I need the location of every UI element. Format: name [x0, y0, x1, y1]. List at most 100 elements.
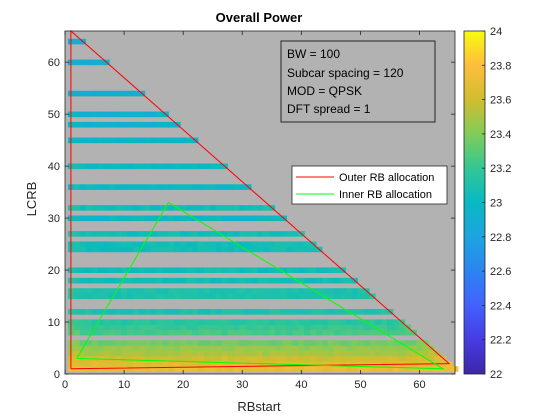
heatmap-cell: [156, 241, 163, 248]
heatmap-cell: [416, 366, 423, 372]
heatmap-cell: [410, 355, 417, 362]
heatmap-cell: [251, 345, 258, 352]
heatmap-cell: [156, 288, 163, 294]
heatmap-cell: [233, 350, 240, 357]
heatmap-cell: [215, 163, 222, 170]
heatmap-cell: [192, 324, 199, 331]
heatmap-cell: [144, 267, 152, 274]
heatmap-cell: [144, 111, 152, 118]
heatmap-cell: [180, 241, 187, 248]
heatmap-cell: [233, 340, 240, 346]
heatmap-cell: [150, 277, 157, 284]
heatmap-cell: [274, 231, 282, 237]
heatmap-cell: [115, 184, 122, 190]
heatmap-cell: [298, 277, 305, 284]
heatmap-cell: [150, 324, 157, 331]
heatmap-cell: [316, 361, 323, 367]
heatmap-cell: [239, 277, 246, 284]
heatmap-cell: [298, 355, 305, 362]
heatmap-cell: [156, 137, 163, 144]
heatmap-cell: [274, 366, 282, 372]
heatmap-cell: [73, 121, 81, 128]
heatmap-cell: [345, 366, 352, 372]
heatmap-cell: [109, 205, 116, 211]
heatmap-cell: [292, 345, 299, 352]
heatmap-cell: [286, 329, 293, 336]
heatmap-cell: [150, 163, 157, 170]
heatmap-cell: [286, 241, 293, 248]
heatmap-cell: [186, 231, 193, 237]
heatmap-cell: [398, 324, 406, 331]
heatmap-cell: [85, 288, 92, 294]
heatmap-cell: [203, 231, 211, 237]
heatmap-cell: [215, 205, 222, 211]
heatmap-cell: [73, 319, 81, 326]
heatmap-cell: [322, 324, 329, 331]
heatmap-cell: [138, 340, 146, 346]
x-tick-label: 40: [295, 379, 307, 391]
heatmap-cell: [197, 340, 205, 346]
heatmap-cell: [286, 366, 293, 372]
heatmap-cell: [357, 319, 364, 326]
heatmap-cell: [310, 324, 317, 331]
heatmap-cell: [375, 309, 382, 315]
heatmap-cell: [150, 319, 157, 326]
heatmap-cell: [156, 205, 163, 211]
heatmap-cell: [286, 231, 293, 237]
heatmap-cell: [209, 163, 217, 170]
heatmap-cell: [132, 345, 140, 352]
heatmap-cell: [387, 345, 394, 352]
colorbar-tick-label: 22.2: [490, 335, 511, 347]
heatmap-cell: [144, 121, 152, 128]
heatmap-cell: [310, 319, 317, 326]
heatmap-cell: [310, 366, 317, 372]
heatmap-cell: [381, 355, 388, 362]
heatmap-cell: [227, 231, 234, 237]
heatmap-cell: [209, 215, 217, 222]
heatmap-cell: [268, 277, 276, 284]
heatmap-cell: [174, 350, 181, 357]
heatmap-cell: [268, 350, 276, 357]
heatmap-cell: [192, 241, 199, 248]
heatmap-cell: [115, 111, 122, 118]
heatmap-cell: [274, 267, 282, 274]
heatmap-cell: [85, 163, 92, 170]
heatmap-cell: [186, 163, 193, 170]
heatmap-cell: [132, 111, 140, 118]
heatmap-cell: [115, 366, 122, 372]
heatmap-cell: [203, 246, 211, 253]
heatmap-cell: [333, 293, 341, 300]
heatmap-cell: [381, 324, 388, 331]
heatmap-cell: [221, 246, 228, 253]
heatmap-cell: [262, 205, 270, 211]
heatmap-cell: [375, 319, 382, 326]
heatmap-cell: [79, 319, 87, 326]
heatmap-cell: [132, 293, 140, 300]
heatmap-cell: [268, 246, 276, 253]
heatmap-cell: [180, 137, 187, 144]
heatmap-cell: [292, 319, 299, 326]
heatmap-cell: [322, 340, 329, 346]
heatmap-cell: [280, 231, 287, 237]
heatmap-cell: [268, 345, 276, 352]
heatmap-cell: [387, 324, 394, 331]
heatmap-cell: [251, 324, 258, 331]
heatmap-cell: [127, 163, 134, 170]
heatmap-cell: [292, 309, 299, 315]
heatmap-cell: [192, 350, 199, 357]
heatmap-cell: [103, 215, 110, 222]
heatmap-cell: [345, 277, 352, 284]
heatmap-cell: [215, 288, 222, 294]
heatmap-cell: [345, 345, 352, 352]
heatmap-cell: [192, 340, 199, 346]
x-axis-label: RBstart: [237, 399, 281, 414]
heatmap-cell: [144, 246, 152, 253]
heatmap-cell: [227, 350, 234, 357]
heatmap-cell: [197, 288, 205, 294]
heatmap-cell: [227, 345, 234, 352]
heatmap-cell: [251, 288, 258, 294]
heatmap-cell: [97, 324, 104, 331]
heatmap-cell: [132, 329, 140, 336]
y-tick-label: 50: [48, 109, 60, 121]
heatmap-cell: [174, 361, 181, 367]
